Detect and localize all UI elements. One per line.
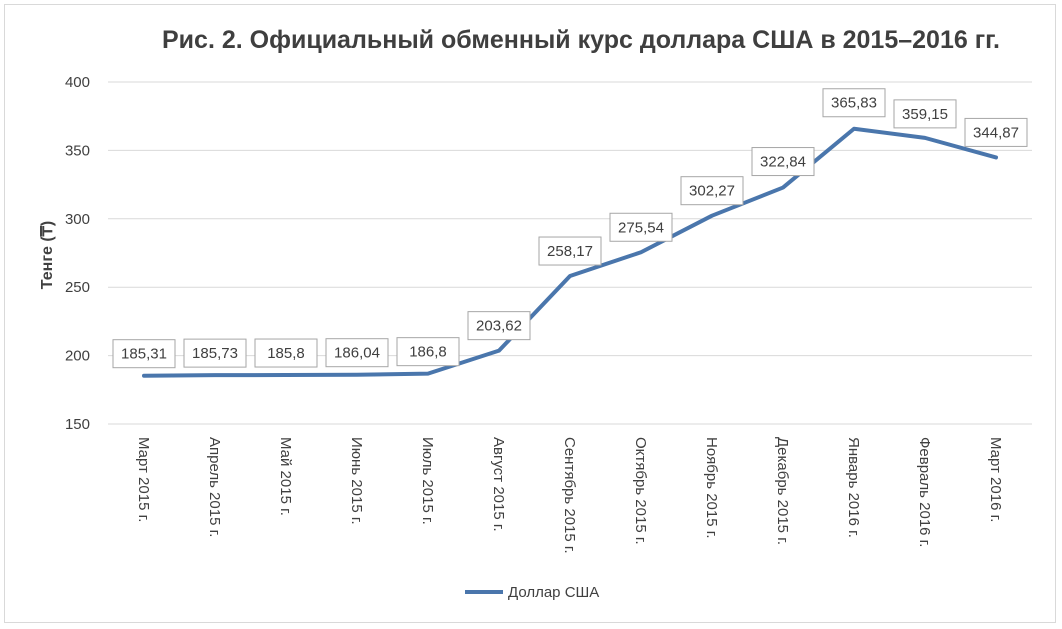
data-label: 185,31: [121, 346, 167, 363]
data-label-box: [396, 337, 460, 367]
data-label-box: [467, 311, 531, 341]
y-axis-label: Тенге (₸): [39, 221, 56, 289]
x-tick-label: Март 2015 г.: [135, 437, 152, 522]
y-tick-label: 350: [65, 142, 90, 159]
data-label-box: [538, 236, 602, 266]
x-tick-label: Май 2015 г.: [277, 437, 294, 516]
data-label: 186,8: [409, 344, 447, 361]
x-tick-label: Март 2016 г.: [987, 437, 1004, 522]
legend: Доллар США: [465, 584, 599, 601]
data-label-box: [822, 88, 886, 118]
x-tick-label: Январь 2016 г.: [845, 437, 862, 538]
data-label-box: [112, 339, 176, 369]
data-label: 185,73: [192, 345, 238, 362]
x-tick-label: Декабрь 2015 г.: [774, 437, 791, 545]
data-label: 344,87: [973, 124, 1019, 141]
x-tick-label: Август 2015 г.: [490, 437, 507, 532]
data-label-box: [964, 117, 1028, 147]
y-tick-label: 300: [65, 211, 90, 228]
data-label-box: [751, 147, 815, 177]
data-label: 258,17: [547, 243, 593, 260]
data-label-box: [680, 176, 744, 206]
data-label: 359,15: [902, 106, 948, 123]
x-tick-label: Апрель 2015 г.: [206, 437, 223, 537]
data-label: 322,84: [760, 154, 806, 171]
x-tick-label: Июнь 2015 г.: [348, 437, 365, 525]
y-tick-label: 150: [65, 416, 90, 433]
data-label: 203,62: [476, 318, 522, 335]
data-label-box: [893, 99, 957, 129]
data-label-box: [183, 338, 247, 368]
y-axis-ticks: 150 200 250 300 350 400: [65, 74, 90, 433]
data-label: 275,54: [618, 219, 664, 236]
x-tick-label: Октябрь 2015 г.: [632, 437, 649, 545]
x-tick-label: Ноябрь 2015 г.: [703, 437, 720, 539]
series-line: [142, 126, 998, 378]
data-label: 186,04: [334, 345, 380, 362]
y-tick-label: 400: [65, 74, 90, 91]
y-tick-label: 200: [65, 348, 90, 365]
x-tick-label: Июль 2015 г.: [419, 437, 436, 525]
x-tick-label: Сентябрь 2015 г.: [561, 437, 578, 554]
legend-label: Доллар США: [508, 584, 599, 601]
x-tick-label: Февраль 2016 г.: [916, 437, 933, 547]
data-label-box: [254, 338, 318, 368]
data-label-box: [325, 338, 389, 368]
data-label: 185,8: [267, 345, 305, 362]
y-tick-label: 250: [65, 279, 90, 296]
chart-title: Рис. 2. Официальный обменный курс доллар…: [162, 26, 1000, 54]
data-label: 365,83: [831, 95, 877, 112]
data-label-box: [609, 212, 673, 242]
x-axis-ticks: Март 2015 г. Апрель 2015 г. Май 2015 г. Июн…: [135, 437, 1004, 554]
data-labels: 185,31 185,73 185,8 186,04 186,8 203,62 258,17…: [112, 88, 1028, 369]
data-label: 302,27: [689, 183, 735, 200]
series-group: [142, 126, 998, 378]
